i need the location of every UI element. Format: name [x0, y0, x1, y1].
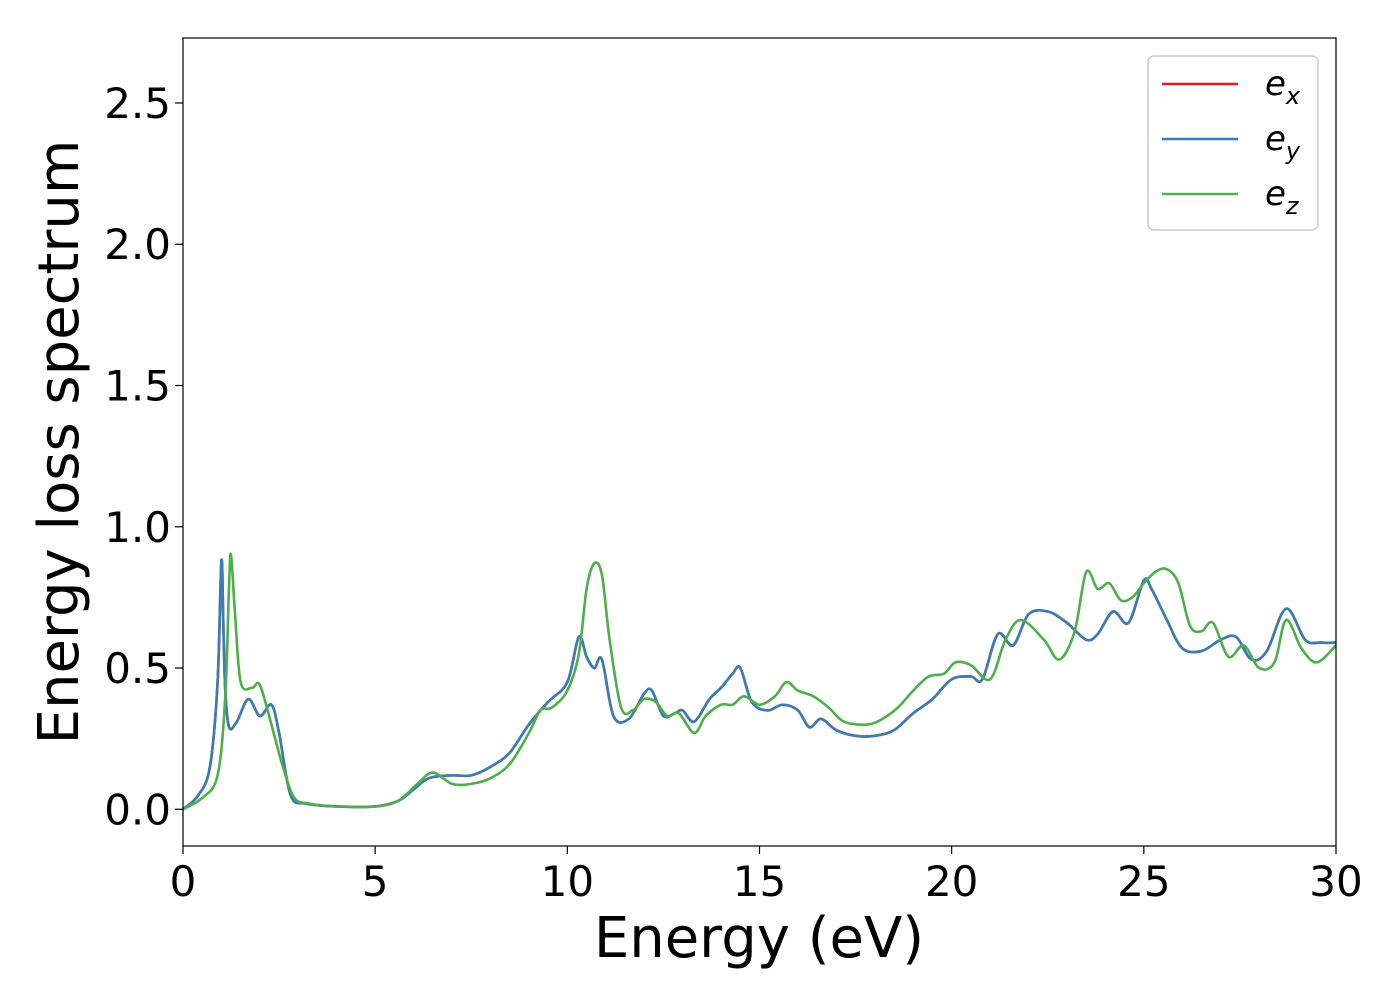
legend-entries: ex ey ez [1162, 64, 1301, 220]
legend-label-y: ey [1265, 119, 1301, 165]
series-line-y [183, 558, 1336, 811]
x-tick-label: 25 [1117, 857, 1170, 906]
y-tick-label: 0.0 [104, 785, 171, 834]
series-line-x [183, 558, 1336, 811]
series-group [183, 552, 1336, 811]
x-axis-title: Energy (eV) [594, 906, 924, 971]
x-tick-label: 30 [1309, 857, 1362, 906]
x-tick-label: 15 [733, 857, 786, 906]
x-tick-label: 0 [170, 857, 197, 906]
y-tick-label: 1.0 [104, 503, 171, 552]
legend: ex ey ez [1147, 55, 1319, 231]
y-tick-label: 2.5 [104, 79, 171, 128]
legend-label-x: ex [1265, 64, 1301, 110]
x-axis-ticks: 0 5 10 15 20 25 30 [170, 846, 1363, 906]
y-tick-label: 1.5 [104, 361, 171, 410]
x-tick-label: 10 [541, 857, 594, 906]
x-tick-label: 20 [925, 857, 978, 906]
series-line-z [183, 552, 1336, 811]
y-axis-title: Energy loss spectrum [27, 140, 92, 745]
legend-label-z: ez [1265, 174, 1300, 220]
y-tick-label: 0.5 [104, 644, 171, 693]
legend-box [1147, 55, 1319, 231]
x-tick-label: 5 [362, 857, 389, 906]
y-axis-ticks: 0.0 0.5 1.0 1.5 2.0 2.5 [104, 79, 183, 834]
y-tick-label: 2.0 [104, 220, 171, 269]
